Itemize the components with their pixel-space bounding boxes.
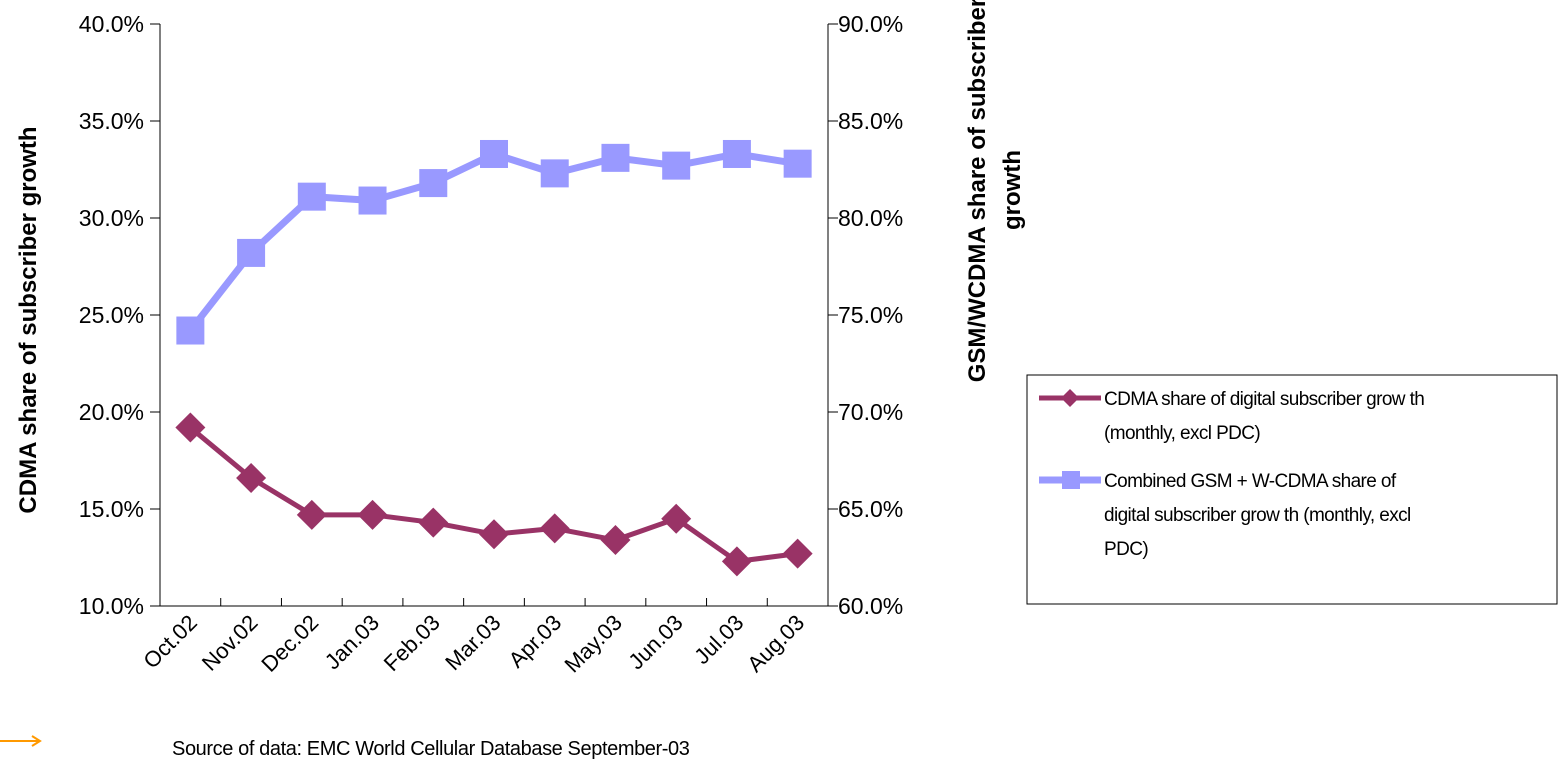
legend-label: digital subscriber grow th (monthly, exc…: [1104, 505, 1411, 526]
x-tick-label: May.03: [559, 610, 627, 678]
y-left-tick-label: 10.0%: [79, 593, 144, 619]
y-right-tick-label: 65.0%: [838, 496, 903, 522]
data-point-square: [358, 186, 387, 215]
data-point-diamond: [236, 462, 267, 493]
y-right-tick-label: 80.0%: [838, 205, 903, 231]
y-right-tick-label: 90.0%: [838, 11, 903, 37]
data-point-diamond: [418, 507, 449, 538]
y-right-tick-label: 70.0%: [838, 399, 903, 425]
x-tick-label: Mar.03: [440, 610, 505, 675]
legend-swatch-diamond: [1061, 389, 1079, 407]
data-point-square: [540, 159, 569, 188]
data-point-diamond: [600, 525, 631, 556]
legend: CDMA share of digital subscriber grow th…: [1026, 374, 1558, 605]
y-left-tick-label: 15.0%: [79, 496, 144, 522]
data-point-diamond: [175, 412, 206, 443]
x-tick-label: Aug.03: [742, 610, 809, 677]
y-left-tick-label: 25.0%: [79, 302, 144, 328]
source-note: Source of data: EMC World Cellular Datab…: [172, 738, 690, 760]
legend-swatch-square: [1062, 471, 1080, 489]
data-point-square: [176, 316, 205, 345]
data-point-diamond: [539, 513, 570, 544]
y-right-axis-title-line: growth: [999, 150, 1026, 230]
legend-box: [1026, 374, 1558, 605]
x-tick-label: Jun.03: [623, 610, 687, 674]
x-tick-label: Oct.02: [138, 610, 202, 674]
y-right-tick-label: 75.0%: [838, 302, 903, 328]
y-left-tick-label: 30.0%: [79, 205, 144, 231]
y-left-tick-label: 20.0%: [79, 399, 144, 425]
data-point-square: [237, 238, 266, 267]
y-right-tick-label: 85.0%: [838, 108, 903, 134]
y-left-axis-title: CDMA share of subscriber growth: [15, 126, 42, 513]
data-point-square: [783, 149, 812, 178]
data-point-square: [297, 182, 326, 211]
data-point-diamond: [479, 519, 509, 550]
x-tick-label: Jan.03: [320, 610, 384, 674]
arrow-right-icon: [0, 735, 42, 747]
y-right-axis-title-line: GSM/WCDMA share of subscriber: [964, 0, 991, 382]
data-point-diamond: [296, 499, 327, 530]
legend-label: (monthly, excl PDC): [1104, 423, 1260, 444]
x-tick-label: Jul.03: [689, 610, 748, 669]
y-right-tick-label: 60.0%: [838, 593, 903, 619]
data-point-diamond: [357, 499, 388, 530]
data-point-diamond: [661, 503, 692, 534]
y-left-tick-label: 40.0%: [79, 11, 144, 37]
data-point-diamond: [782, 538, 813, 569]
plot-area: [175, 139, 813, 577]
axes: 10.0% 15.0% 20.0% 25.0% 30.0% 35.0% 40.0% 60.0%…: [15, 0, 1026, 677]
data-point-square: [601, 143, 630, 172]
data-point-diamond: [721, 546, 752, 577]
x-tick-label: Nov.02: [197, 610, 263, 676]
x-tick-label: Dec.02: [256, 610, 323, 677]
y-left-tick-label: 35.0%: [79, 108, 144, 134]
legend-label: PDC): [1104, 539, 1148, 560]
legend-label: Combined GSM + W-CDMA share of: [1104, 471, 1397, 492]
data-point-square: [722, 139, 751, 168]
data-point-square: [662, 151, 691, 180]
data-point-square: [480, 139, 508, 168]
x-tick-label: Feb.03: [379, 610, 445, 676]
legend-label: CDMA share of digital subscriber grow th: [1104, 389, 1424, 410]
series-line: [187, 150, 799, 333]
x-tick-label: Apr.03: [504, 610, 567, 673]
data-point-square: [419, 169, 448, 198]
